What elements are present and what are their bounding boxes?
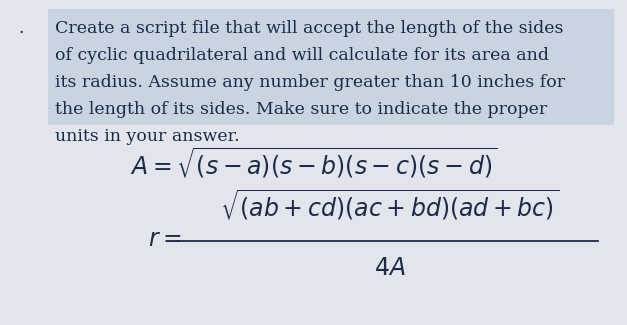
Text: of cyclic quadrilateral and will calculate for its area and: of cyclic quadrilateral and will calcula… [55, 47, 549, 64]
Text: .: . [18, 20, 23, 37]
Text: the length of its sides. Make sure to indicate the proper: the length of its sides. Make sure to in… [55, 101, 547, 118]
Text: $A = \sqrt{(s-a)(s-b)(s-c)(s-d)}$: $A = \sqrt{(s-a)(s-b)(s-c)(s-d)}$ [130, 146, 498, 180]
Text: $r =$: $r =$ [148, 228, 182, 251]
Text: $4A$: $4A$ [374, 257, 406, 280]
Text: units in your answer.: units in your answer. [55, 128, 240, 145]
Text: Create a script file that will accept the length of the sides: Create a script file that will accept th… [55, 20, 564, 37]
Text: $\sqrt{(ab+cd)(ac+bd)(ad+bc)}$: $\sqrt{(ab+cd)(ac+bd)(ad+bc)}$ [221, 187, 559, 222]
Text: its radius. Assume any number greater than 10 inches for: its radius. Assume any number greater th… [55, 74, 565, 91]
FancyBboxPatch shape [48, 9, 614, 125]
